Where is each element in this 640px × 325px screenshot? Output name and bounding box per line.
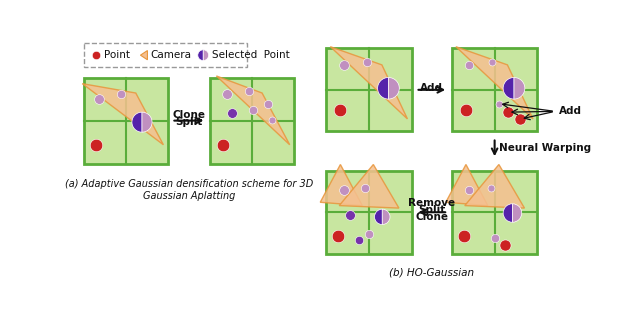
Text: Neural Warping: Neural Warping	[499, 143, 591, 153]
Polygon shape	[216, 76, 290, 145]
Bar	[326, 48, 412, 131]
Polygon shape	[465, 164, 524, 208]
Wedge shape	[198, 50, 204, 60]
Polygon shape	[339, 164, 399, 208]
Text: Clone: Clone	[415, 212, 449, 222]
Text: Split: Split	[418, 205, 445, 215]
FancyBboxPatch shape	[84, 43, 246, 68]
Text: Add: Add	[559, 106, 582, 116]
Polygon shape	[330, 47, 408, 119]
Polygon shape	[446, 164, 488, 206]
Wedge shape	[204, 50, 209, 60]
Wedge shape	[374, 209, 382, 225]
Text: (b) HO-Gaussian: (b) HO-Gaussian	[389, 268, 474, 278]
Wedge shape	[503, 204, 513, 222]
Bar	[452, 48, 537, 131]
Wedge shape	[142, 112, 152, 132]
Text: Clone: Clone	[172, 110, 205, 120]
Wedge shape	[503, 77, 514, 99]
Wedge shape	[388, 77, 399, 99]
Wedge shape	[382, 209, 390, 225]
Wedge shape	[132, 112, 142, 132]
Text: Point: Point	[104, 50, 130, 60]
Wedge shape	[378, 77, 388, 99]
Bar	[326, 171, 412, 254]
Bar	[84, 77, 168, 164]
Polygon shape	[320, 164, 362, 206]
Text: Add: Add	[420, 83, 444, 93]
Text: Remove: Remove	[408, 198, 456, 208]
Wedge shape	[514, 77, 525, 99]
Text: Selected  Point: Selected Point	[212, 50, 289, 60]
Polygon shape	[140, 51, 147, 60]
Text: Camera: Camera	[150, 50, 191, 60]
Text: (a) Adaptive Gaussian densification scheme for 3D
Gaussian Aplatting: (a) Adaptive Gaussian densification sche…	[65, 179, 313, 201]
Bar	[210, 77, 294, 164]
Text: Split: Split	[175, 117, 202, 127]
Wedge shape	[513, 204, 522, 222]
Bar	[452, 171, 537, 254]
Polygon shape	[83, 84, 163, 145]
Polygon shape	[456, 47, 533, 119]
